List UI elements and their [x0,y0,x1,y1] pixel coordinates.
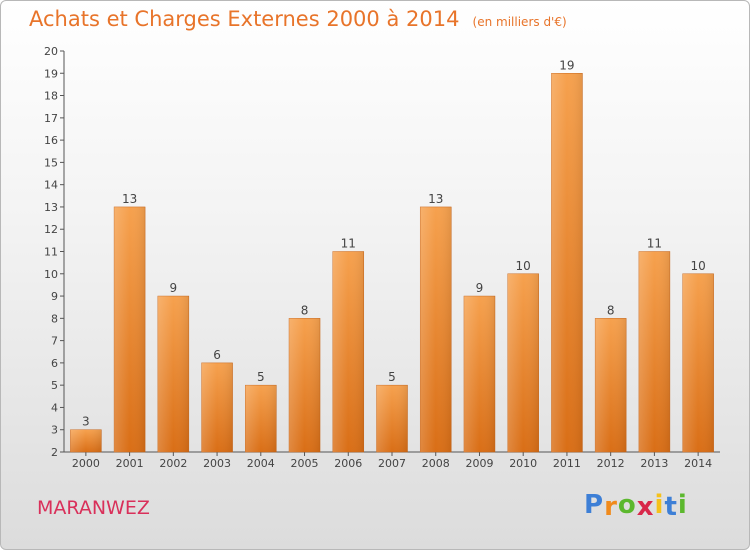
bar-value-label: 9 [476,281,484,295]
title-row: Achats et Charges Externes 2000 à 2014 (… [29,7,567,31]
y-tick-label: 16 [44,134,58,147]
data-labels: 3 13 9 6 5 8 11 5 13 9 10 19 8 11 10 [82,58,706,428]
commune-name: MARANWEZ [37,497,150,519]
x-tick-label: 2005 [291,457,319,470]
bar-value-label: 3 [82,415,90,429]
bar-shine [376,385,408,452]
bar-shine [463,296,495,452]
chart-subtitle: (en milliers d'€) [472,15,567,29]
logo-letter: t [664,492,678,522]
y-tick-label: 15 [44,156,58,169]
bar-value-label: 9 [170,281,178,295]
bar-shine [682,273,714,452]
bar-value-label: 13 [428,192,443,206]
x-tick-label: 2009 [465,457,493,470]
y-tick-label: 18 [44,90,58,103]
bar-shine [638,251,670,452]
bar-value-label: 5 [257,370,265,384]
x-tick-label: 2010 [509,457,537,470]
x-tick-label: 2002 [159,457,187,470]
bar-value-label: 13 [122,192,137,206]
bar-shine [289,318,321,452]
bar-value-label: 10 [690,259,705,273]
bar-shine [420,206,452,452]
y-tick-label: 5 [51,379,58,392]
bars [70,73,714,453]
axes: 2 3 4 5 6 7 8 9 10 11 12 13 14 15 16 17 18 19 20 2000 2001 20… [44,45,720,470]
bar-value-label: 8 [301,303,309,317]
bar-value-label: 6 [213,348,221,362]
y-tick-label: 4 [51,401,58,414]
bar-value-label: 19 [559,58,574,72]
bar-shine [551,73,583,453]
y-tick-label: 17 [44,112,58,125]
x-tick-label: 2014 [684,457,712,470]
y-tick-label: 11 [44,246,58,259]
logo-letter: x [636,492,655,522]
y-tick-label: 13 [44,201,58,214]
x-tick-label: 2000 [72,457,100,470]
bar-shine [157,296,189,452]
y-tick-label: 2 [51,446,58,459]
bar-value-label: 11 [341,237,356,251]
x-tick-label: 2012 [597,457,625,470]
bar-value-label: 10 [516,259,531,273]
y-tick-label: 20 [44,45,58,58]
chart-title: Achats et Charges Externes 2000 à 2014 [29,7,460,31]
logo-letter: r [604,492,618,522]
logo-letter: i [654,490,665,520]
x-tick-label: 2004 [247,457,275,470]
y-tick-label: 12 [44,223,58,236]
bar-shine [201,362,233,452]
x-tick-label: 2007 [378,457,406,470]
bar-shine [507,273,539,452]
x-tick-label: 2001 [116,457,144,470]
x-tick-label: 2013 [640,457,668,470]
bar-value-label: 5 [388,370,396,384]
x-tick-label: 2003 [203,457,231,470]
bar-shine [114,206,146,452]
bar-shine [595,318,627,452]
logo-letter: o [617,490,637,520]
y-tick-label: 19 [44,67,58,80]
proxiti-logo[interactable]: Proxiti [584,490,688,522]
bar-shine [70,429,102,452]
bar-shine [332,251,364,452]
x-tick-label: 2008 [422,457,450,470]
x-tick-label: 2011 [553,457,581,470]
bar-value-label: 8 [607,303,615,317]
y-tick-label: 9 [51,290,58,303]
y-tick-label: 14 [44,179,58,192]
y-tick-label: 7 [51,335,58,348]
bar-value-label: 11 [647,237,662,251]
y-tick-label: 10 [44,268,58,281]
y-tick-label: 3 [51,424,58,437]
y-tick-label: 6 [51,357,58,370]
x-tick-label: 2006 [334,457,362,470]
logo-letter: i [677,490,688,520]
y-tick-label: 8 [51,312,58,325]
logo-letter: P [584,490,605,520]
bar-shine [245,385,277,452]
